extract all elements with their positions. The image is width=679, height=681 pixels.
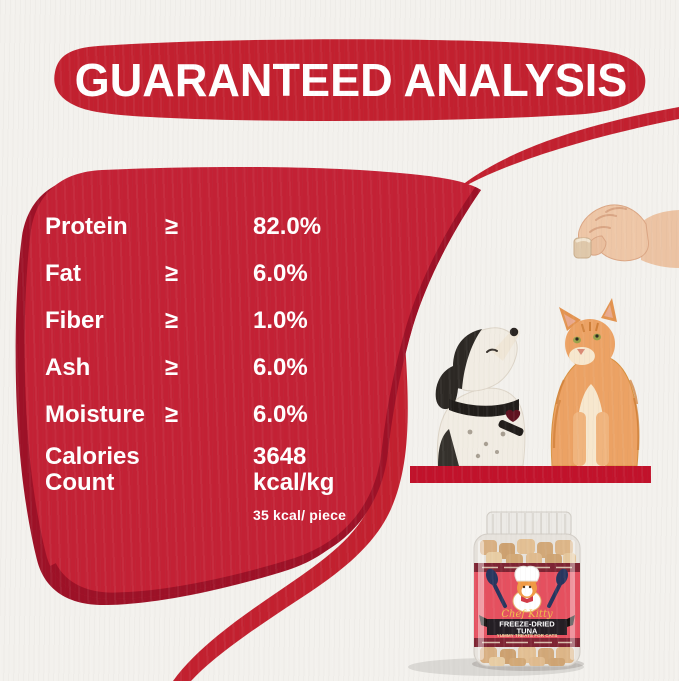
- nutrient-label: Protein: [45, 212, 128, 240]
- gte-operator: ≥: [165, 400, 179, 428]
- nutrient-value: 6.0%: [253, 259, 308, 287]
- shelf-bar: [410, 466, 651, 483]
- nutrient-label: Fiber: [45, 306, 104, 334]
- collar-heart-tag: [505, 409, 521, 422]
- title-banner-text-area: GUARANTEED ANALYSIS: [55, 44, 647, 116]
- page-title: GUARANTEED ANALYSIS: [74, 54, 628, 106]
- nutrient-value: 6.0%: [253, 353, 308, 381]
- gte-operator: ≥: [165, 212, 179, 240]
- gte-operator: ≥: [165, 306, 179, 334]
- brand-script: Chef Kitty: [501, 609, 553, 620]
- calories-label-line2: Count: [45, 469, 115, 496]
- nutrient-value: 82.0%: [253, 212, 322, 240]
- product-name-ribbon: FREEZE-DRIED TUNA: [479, 615, 575, 636]
- table-row: Ash ≥ 6.0%: [45, 344, 385, 391]
- calories-row: Calories Count 3648 kcal/kg 35 kcal/ pie…: [45, 444, 385, 528]
- gte-operator: ≥: [165, 259, 179, 287]
- jar-lid: [486, 511, 572, 538]
- dog-photo: [435, 327, 526, 467]
- calories-value-line2: kcal/kg: [253, 469, 335, 496]
- nutrient-label: Moisture: [45, 400, 146, 428]
- jar-treats-top: [480, 539, 576, 566]
- nutrient-value: 1.0%: [253, 306, 308, 334]
- title-banner: [54, 39, 646, 122]
- cat-photo: [550, 298, 640, 467]
- calories-label-line1: Calories: [45, 443, 140, 470]
- nutrient-label: Fat: [45, 259, 81, 287]
- hand-photo: [573, 204, 679, 268]
- jar-label: Chef Kitty FREEZE-DRIED TUNA YUMMY TREAT…: [474, 563, 580, 647]
- calories-value-line1: 3648: [253, 443, 307, 470]
- product-tagline: YUMMY TREATS FOR CATS: [497, 633, 558, 638]
- calories-value: 3648 kcal/kg 35 kcal/ piece: [253, 444, 385, 528]
- calories-per-piece: 35 kcal/ piece: [253, 507, 347, 523]
- table-row: Protein ≥ 82.0%: [45, 203, 385, 250]
- nutrient-value: 6.0%: [253, 400, 308, 428]
- table-row: Fiber ≥ 1.0%: [45, 297, 385, 344]
- calories-label: Calories Count: [45, 444, 253, 528]
- product-name-line1: FREEZE-DRIED: [499, 620, 555, 629]
- analysis-panel-shape: [15, 167, 482, 606]
- chef-cat-icon: [485, 565, 569, 613]
- analysis-table: Protein ≥ 82.0% Fat ≥ 6.0% Fiber ≥ 1.0% …: [45, 203, 385, 528]
- jar-treats-bottom: [480, 646, 574, 666]
- table-row: Moisture ≥ 6.0%: [45, 391, 385, 438]
- table-row: Fat ≥ 6.0%: [45, 250, 385, 297]
- product-jar: Chef Kitty FREEZE-DRIED TUNA YUMMY TREAT…: [408, 511, 584, 676]
- gte-operator: ≥: [165, 353, 179, 381]
- product-name-line2: TUNA: [517, 627, 538, 636]
- nutrient-label: Ash: [45, 353, 91, 381]
